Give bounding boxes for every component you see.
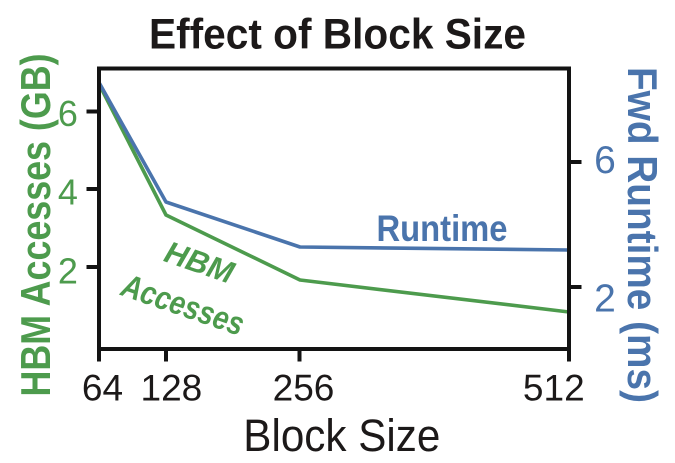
svg-text:2: 2 [594,278,616,321]
svg-text:64: 64 [82,368,123,409]
svg-text:HBM Accesses (GB): HBM Accesses (GB) [12,54,59,397]
svg-text:256: 256 [273,368,335,409]
svg-text:6: 6 [594,139,616,182]
svg-text:4: 4 [58,172,78,213]
svg-text:Effect of Block Size: Effect of Block Size [149,11,526,59]
svg-text:6: 6 [58,93,78,134]
svg-text:2: 2 [58,251,78,292]
svg-text:128: 128 [141,368,203,409]
svg-text:Fwd Runtime (ms): Fwd Runtime (ms) [619,67,666,403]
svg-text:Runtime: Runtime [377,208,508,249]
svg-text:512: 512 [523,368,585,409]
svg-text:Block Size: Block Size [243,410,440,461]
